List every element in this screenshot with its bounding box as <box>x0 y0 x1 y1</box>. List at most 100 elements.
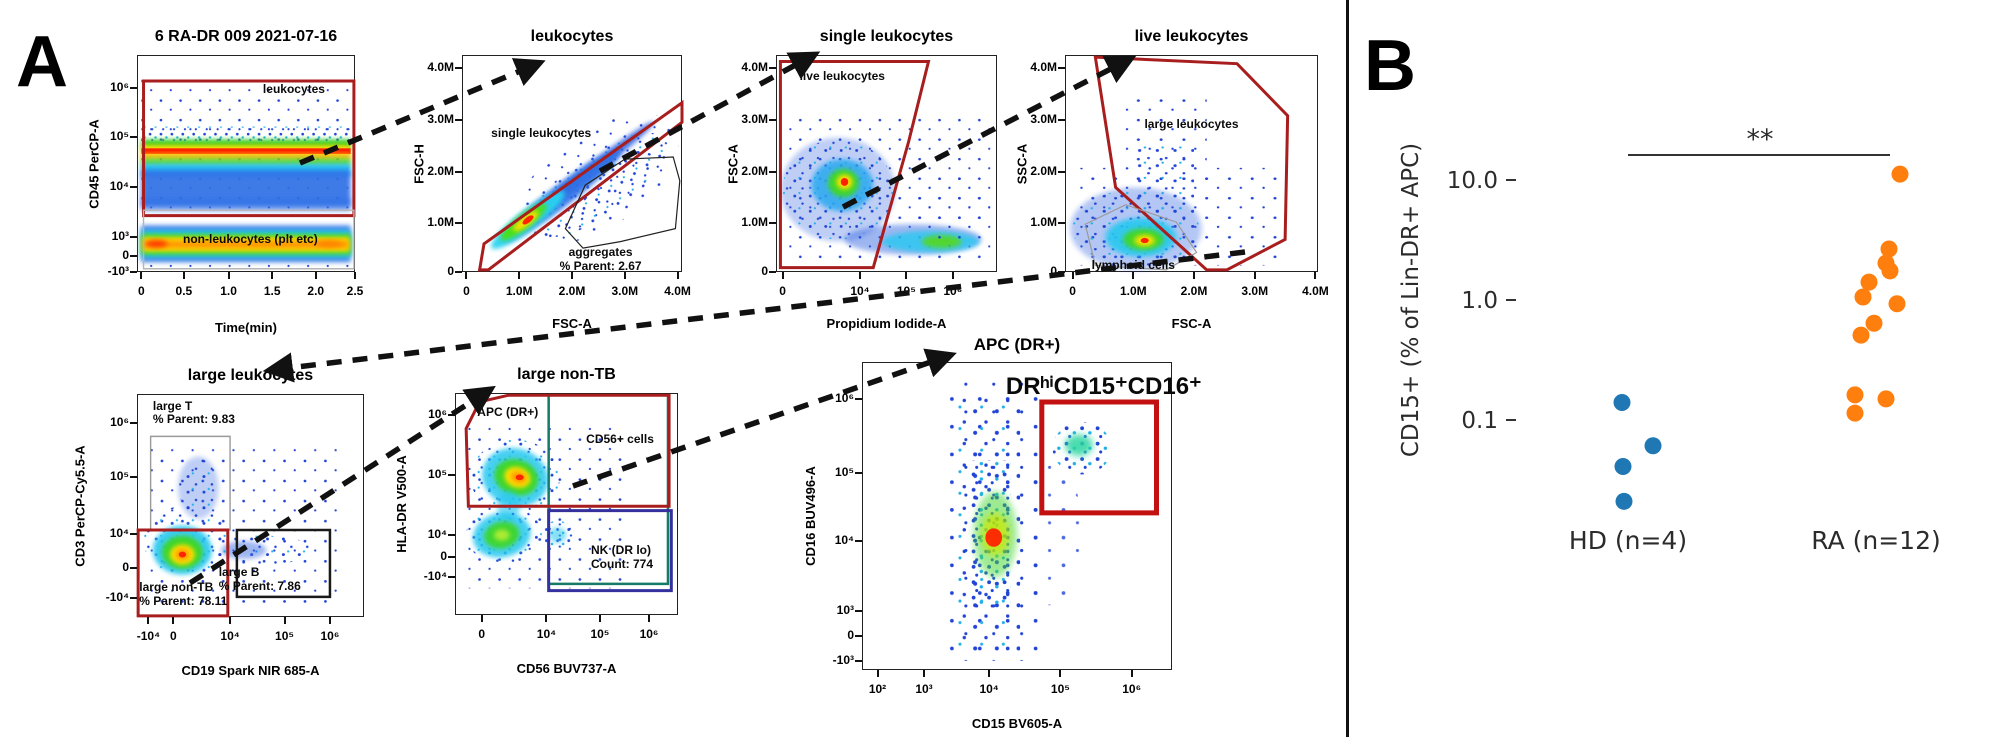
y-tick-label: 4.0M <box>427 60 454 75</box>
b-data-point <box>1880 240 1898 258</box>
panel-a-label: A <box>16 22 68 102</box>
panel-b-dotplot: 10.0 1.0 0.1 CD15+ (% of Lin-DR+ APC) ** HD (… <box>1398 124 1941 555</box>
gate-label: leukocytes <box>262 82 325 97</box>
y-tick-label: 10⁶ <box>428 407 447 422</box>
gate-label: CD56+ cells <box>586 431 654 446</box>
plot-pi-fsca: single leukocytes FSC-A Propidium Iodide-A… <box>725 28 997 331</box>
gate-label: large non-TB % Parent: 78.11 <box>139 580 228 609</box>
x-tick-mark <box>172 617 175 624</box>
y-tick-label: 10⁴ <box>109 526 129 541</box>
y-tick-label: 0 <box>122 559 129 574</box>
b-data-point <box>1614 457 1632 475</box>
y-tick-mark <box>455 271 462 273</box>
y-tick-mark <box>855 659 862 662</box>
y-tick-mark <box>455 222 462 225</box>
gate-nk-drlo-gate <box>549 511 672 591</box>
x-tick-mark <box>876 670 879 677</box>
x-axis-label-cd3-cd19: CD19 Spark NIR 685-A <box>181 663 320 678</box>
x-axis-label-hladr-cd56: CD56 BUV737-A <box>516 661 617 676</box>
y-tick-label: 10⁵ <box>428 467 447 482</box>
plot-cd45-time: 6 RA-DR 009 2021-07-16 CD45 PerCP-A Time(m… <box>86 28 363 335</box>
x-tick-mark <box>227 272 230 279</box>
x-tick-label: 3.0M <box>611 284 639 298</box>
x-tick-label: 4.0M <box>664 284 691 298</box>
y-tick-label: 2.0M <box>1030 164 1057 179</box>
gate-non-leukocytes-gate <box>144 210 354 269</box>
x-tick-mark <box>283 617 286 624</box>
y-tick-mark <box>855 539 862 542</box>
b-data-point <box>1877 390 1895 408</box>
y-tick-label: 4.0M <box>1030 60 1057 75</box>
y-tick-mark <box>130 186 137 189</box>
y-tick-mark <box>130 254 137 257</box>
x-tick-label: 4.0M <box>1302 284 1329 298</box>
y-tick-mark <box>855 397 862 400</box>
x-tick-mark <box>1071 272 1074 279</box>
x-tick-mark <box>1130 670 1133 677</box>
y-tick-mark <box>769 119 776 122</box>
y-tick-label: 10⁵ <box>110 129 129 144</box>
y-tick-label: 10⁴ <box>109 179 129 194</box>
x-tick-mark <box>1132 272 1135 279</box>
y-tick-label: -10³ <box>107 264 129 278</box>
y-tick-mark <box>130 271 137 273</box>
y-tick-label: 10⁴ <box>834 532 854 547</box>
y-tick-label: 0 <box>447 264 454 278</box>
y-tick-mark <box>130 533 137 536</box>
b-data-point <box>1860 273 1878 291</box>
x-tick-label: 0.5 <box>175 284 193 298</box>
y-tick-label: 3.0M <box>1030 112 1057 127</box>
x-tick-label: 0 <box>1069 284 1076 298</box>
x-tick-label: 10² <box>868 682 887 696</box>
y-tick-mark <box>855 610 862 613</box>
b-data-point <box>1852 326 1870 344</box>
y-tick-mark <box>448 556 455 559</box>
plot-density-ssc-fsc <box>1070 55 1318 272</box>
x-tick-label: 10⁶ <box>320 629 340 643</box>
panel-b-label: B <box>1364 26 1416 106</box>
gate-aggregates-gate <box>565 157 679 248</box>
x-tick-label: 10⁵ <box>275 629 295 643</box>
plot-density-pi-fsca <box>776 55 991 272</box>
y-tick-label: 3.0M <box>427 112 454 127</box>
x-tick-mark <box>923 670 925 677</box>
b-data-point <box>1865 314 1883 332</box>
y-tick-mark <box>855 471 862 474</box>
gate-label: NK (DR lo) Count: 774 <box>591 542 654 571</box>
y-tick-label: 10³ <box>111 229 129 244</box>
b-data-point <box>1615 492 1633 510</box>
gate-label: large B % Parent: 7.86 <box>218 564 301 593</box>
x-tick-mark <box>140 272 143 279</box>
b-group-ra <box>1846 165 1909 422</box>
y-tick-label: 2.0M <box>741 164 768 179</box>
x-axis-label-cd45-time: Time(min) <box>215 320 277 335</box>
plot-cd16-cd15: APC (DR+) CD16 BUV496-A CD15 BV605-A 10⁶ 10⁵… <box>803 335 1202 731</box>
b-y-tick-label: 1.0 <box>1461 288 1498 314</box>
y-tick-mark <box>1058 222 1065 225</box>
y-tick-mark <box>130 236 137 239</box>
x-tick-mark <box>518 272 521 279</box>
y-axis-label-cd16-cd15: CD16 BUV496-A <box>803 466 818 566</box>
x-tick-label: 2.0M <box>558 284 586 298</box>
panel-a-gating-strategy: 6 RA-DR 009 2021-07-16 CD45 PerCP-A Time(m… <box>72 28 1329 731</box>
x-axis-label-pi-fsca: Propidium Iodide-A <box>826 316 947 331</box>
y-tick-mark <box>769 222 776 225</box>
x-tick-mark <box>182 272 185 279</box>
y-tick-mark <box>1058 119 1065 122</box>
y-tick-label: -10⁴ <box>423 569 447 584</box>
plot-title-pi-fsca: single leukocytes <box>819 28 954 45</box>
x-tick-mark <box>545 615 548 622</box>
plot-title-cd45-time: 6 RA-DR 009 2021-07-16 <box>154 28 338 45</box>
y-tick-label: -10⁴ <box>105 590 129 605</box>
x-axis-label-cd16-cd15: CD15 BV605-A <box>971 716 1063 731</box>
y-tick-label: 0 <box>1050 264 1057 278</box>
gate-label: DRʰⁱCD15⁺CD16⁺ <box>1005 372 1202 400</box>
x-tick-label: 10⁴ <box>979 682 999 696</box>
y-tick-label: 0 <box>440 549 447 564</box>
b-y-tick-label: 10.0 <box>1447 168 1498 194</box>
y-tick-mark <box>448 474 455 477</box>
plot-density-cd16-cd15 <box>945 380 1172 661</box>
x-tick-mark <box>328 617 331 624</box>
x-tick-mark <box>905 272 908 279</box>
y-tick-label: 10⁴ <box>427 527 447 542</box>
